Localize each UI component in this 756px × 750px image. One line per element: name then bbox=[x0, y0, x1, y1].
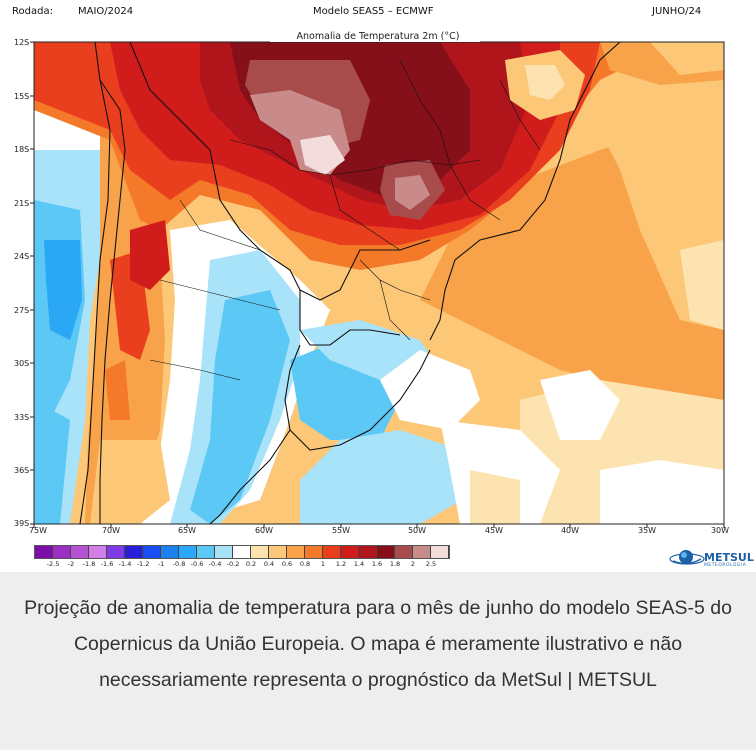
state-border-5 bbox=[359, 259, 431, 301]
state-border-3 bbox=[449, 164, 501, 221]
province-border-1 bbox=[179, 199, 261, 251]
colorbar bbox=[34, 545, 450, 559]
colorbar-swatch bbox=[269, 546, 287, 558]
colorbar-swatch bbox=[305, 546, 323, 558]
lat-tick: 12S bbox=[14, 38, 30, 47]
colorbar-swatch bbox=[179, 546, 197, 558]
lon-tick: 45W bbox=[484, 526, 504, 535]
colorbar-label: 0.8 bbox=[299, 560, 311, 568]
anomaly-map-svg: Anomalia de Temperatura 2m (°C) bbox=[30, 29, 725, 528]
colorbar-label: -0.6 bbox=[190, 560, 204, 568]
colorbar-swatch bbox=[233, 546, 251, 558]
lon-tick: 35W bbox=[637, 526, 657, 535]
borders bbox=[79, 42, 621, 524]
colorbar-label: 0.6 bbox=[281, 560, 293, 568]
colorbar-label: -1.6 bbox=[100, 560, 114, 568]
argentina-uruguay-border bbox=[299, 290, 401, 346]
lat-tick: 30S bbox=[14, 359, 30, 368]
colorbar-swatch bbox=[35, 546, 53, 558]
colorbar-label: -1.4 bbox=[118, 560, 132, 568]
tick-marks bbox=[30, 41, 725, 528]
uruguay-coast bbox=[284, 344, 431, 451]
lon-tick: 30W bbox=[710, 526, 730, 535]
pacific-coastline bbox=[79, 42, 111, 524]
bolivia-paraguay-border bbox=[129, 42, 301, 291]
colorbar-swatch bbox=[107, 546, 125, 558]
colorbar-label: -0.4 bbox=[208, 560, 222, 568]
colorbar-label: -0.2 bbox=[226, 560, 240, 568]
province-border-2 bbox=[159, 279, 281, 311]
run-label: Rodada: bbox=[12, 6, 53, 17]
lon-tick: 55W bbox=[331, 526, 351, 535]
colorbar-swatch bbox=[161, 546, 179, 558]
model-name: Modelo SEAS5 – ECMWF bbox=[313, 6, 434, 17]
state-border-6 bbox=[379, 279, 411, 341]
anomaly-map: Anomalia de Temperatura 2m (°C) 12S 15S … bbox=[14, 29, 754, 568]
colorbar-swatch bbox=[71, 546, 89, 558]
state-border-4 bbox=[399, 59, 451, 166]
lat-tick: 15S bbox=[14, 92, 30, 101]
colorbar-label: 1.8 bbox=[389, 560, 401, 568]
colorbar-swatch bbox=[323, 546, 341, 558]
colorbar-label: -2 bbox=[67, 560, 75, 568]
colorbar-label: 2.5 bbox=[425, 560, 437, 568]
map-title: Anomalia de Temperatura 2m (°C) bbox=[297, 31, 460, 42]
lat-tick: 33S bbox=[14, 413, 30, 422]
colorbar-swatch bbox=[197, 546, 215, 558]
lat-tick: 36S bbox=[14, 466, 30, 475]
province-border-3 bbox=[149, 359, 241, 381]
colorbar-swatch bbox=[89, 546, 107, 558]
colorbar-label: -2.5 bbox=[46, 560, 60, 568]
lon-tick: 60W bbox=[254, 526, 274, 535]
colorbar-swatch bbox=[251, 546, 269, 558]
logo-subtext: METEOROLOGIA bbox=[704, 563, 747, 568]
lon-tick: 65W bbox=[177, 526, 197, 535]
colorbar-label: 1 bbox=[320, 560, 326, 568]
argentina-coast bbox=[209, 429, 291, 524]
lat-tick: 18S bbox=[14, 145, 30, 154]
colorbar-swatch bbox=[377, 546, 395, 558]
brazil-coastline bbox=[429, 42, 621, 341]
lat-tick: 24S bbox=[14, 252, 30, 261]
chile-argentina-border bbox=[99, 79, 126, 524]
colorbar-label: 0.4 bbox=[263, 560, 275, 568]
logo-text: METSUL bbox=[704, 551, 754, 564]
colorbar-label: 1.2 bbox=[335, 560, 347, 568]
map-title-box bbox=[270, 29, 480, 42]
colorbar-swatch bbox=[215, 546, 233, 558]
colorbar-label: 2 bbox=[410, 560, 416, 568]
state-border-2 bbox=[329, 174, 401, 251]
target-month: JUNHO/24 bbox=[652, 6, 702, 17]
colorbar-swatch bbox=[359, 546, 377, 558]
colorbar-swatch bbox=[287, 546, 305, 558]
colorbar-label: -1.8 bbox=[82, 560, 96, 568]
state-border-7 bbox=[499, 79, 541, 151]
lat-tick: 27S bbox=[14, 306, 30, 315]
colorbar-swatch bbox=[143, 546, 161, 558]
lat-tick: 39S bbox=[14, 519, 30, 528]
colorbar-label: -0.8 bbox=[172, 560, 186, 568]
colorbar-label: -1 bbox=[157, 560, 165, 568]
colorbar-swatch bbox=[413, 546, 431, 558]
metsul-logo-icon bbox=[669, 550, 705, 565]
image-caption: Projeção de anomalia de temperatura para… bbox=[0, 572, 756, 750]
colorbar-swatch bbox=[431, 546, 449, 558]
state-border-1 bbox=[229, 139, 481, 176]
lon-tick: 75W bbox=[28, 526, 48, 535]
lon-tick: 40W bbox=[560, 526, 580, 535]
anomaly-field bbox=[34, 42, 724, 524]
colorbar-swatch bbox=[125, 546, 143, 558]
colorbar-label: 1.6 bbox=[371, 560, 383, 568]
colorbar-swatch bbox=[53, 546, 71, 558]
colorbar-label: -1.2 bbox=[136, 560, 150, 568]
lon-tick: 70W bbox=[101, 526, 121, 535]
colorbar-swatch bbox=[395, 546, 413, 558]
lon-tick: 50W bbox=[407, 526, 427, 535]
colorbar-label: 1.4 bbox=[353, 560, 365, 568]
run-date: MAIO/2024 bbox=[78, 6, 134, 17]
lat-tick: 21S bbox=[14, 199, 30, 208]
colorbar-label: 0.2 bbox=[245, 560, 257, 568]
colorbar-swatch bbox=[341, 546, 359, 558]
